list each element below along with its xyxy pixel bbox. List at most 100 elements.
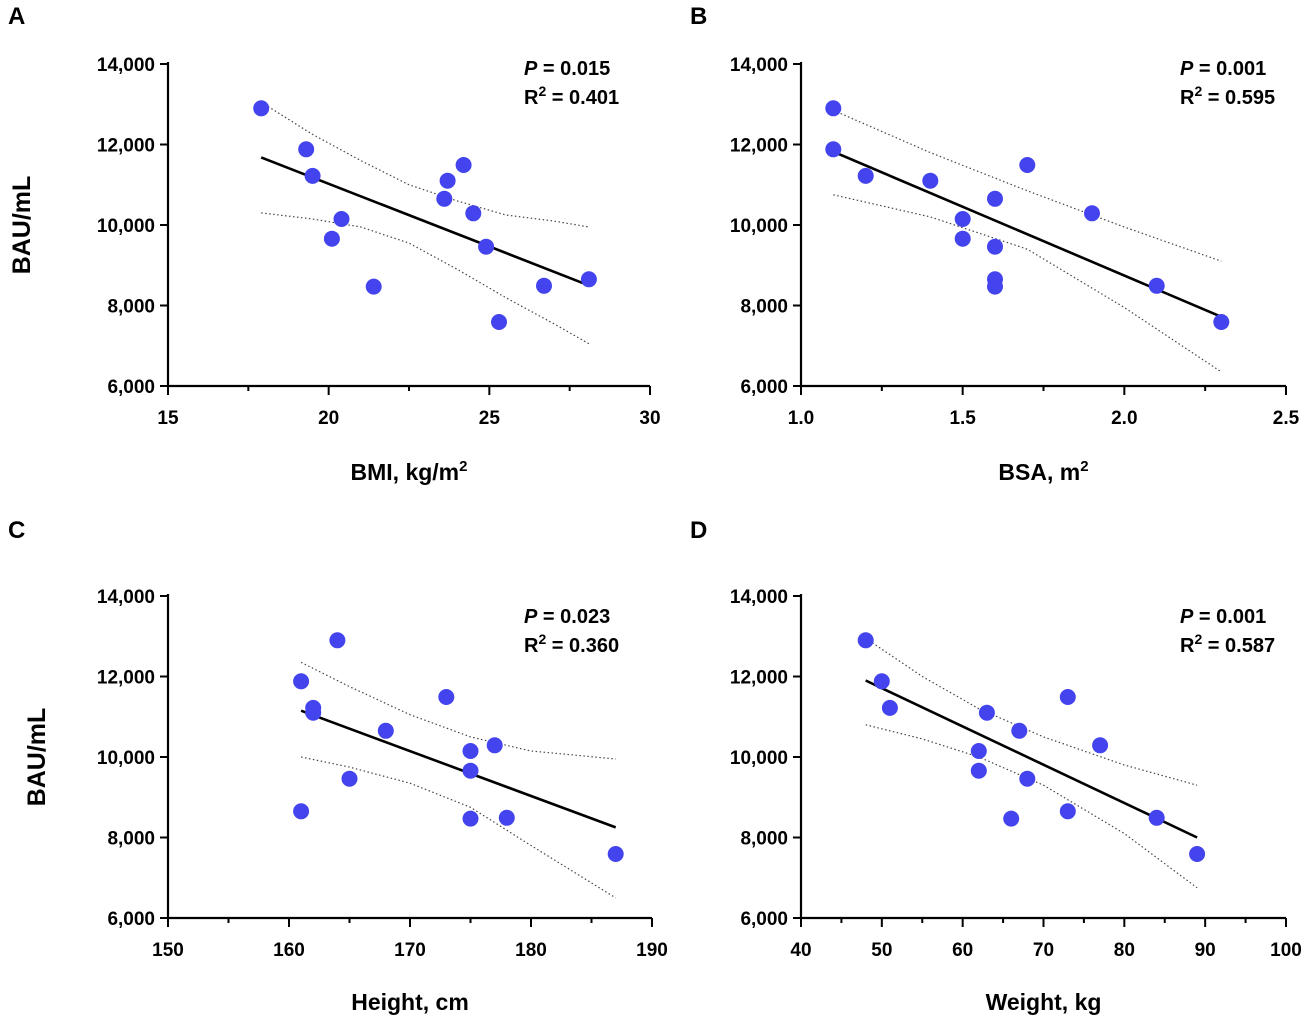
data-point [1059, 689, 1076, 705]
ci-lower-line [300, 756, 617, 899]
data-point [987, 190, 1003, 207]
ci-upper-line [260, 101, 590, 228]
data-point [298, 141, 315, 158]
y-tick-label: 8,000 [740, 297, 788, 318]
panel-d: D 6,000 8,000 10,000 12,000 14,000 40 50 60 70 80 9… [690, 517, 1302, 1015]
r2-value: = 0.595 [1202, 87, 1275, 109]
r2-label: R2 = 0.595 [1180, 83, 1275, 109]
data-point [341, 770, 358, 787]
data-point [462, 810, 479, 827]
data-point [462, 762, 479, 779]
data-point [1148, 809, 1165, 826]
data-point [1019, 157, 1036, 173]
data-point [954, 230, 971, 247]
data-point [987, 238, 1003, 255]
data-point [498, 809, 515, 826]
data-point [333, 211, 350, 227]
data-point [323, 230, 340, 247]
p-value: = 0.001 [1193, 606, 1266, 628]
data-point [580, 271, 597, 288]
panel-b: B 6,000 8,000 10,000 12,000 14,000 1.0 1.5 2.0 2.… [690, 3, 1300, 485]
p-value: = 0.001 [1193, 58, 1266, 80]
data-point [1011, 722, 1028, 739]
r2-value: = 0.401 [546, 87, 619, 109]
data-point [329, 632, 346, 649]
y-tick-label: 8,000 [740, 829, 788, 850]
x-tick-label: 15 [157, 408, 179, 429]
data-point [607, 846, 624, 862]
x-tick-label: 2.5 [1273, 408, 1300, 429]
x-tick-label: 100 [1270, 940, 1302, 961]
data-point [478, 238, 495, 255]
data-point [922, 172, 939, 189]
y-tick-label: 10,000 [97, 216, 155, 237]
data-point [293, 673, 310, 690]
ci-lower-line [261, 212, 590, 345]
y-tick-label: 10,000 [97, 748, 155, 769]
x-axis-title: Weight, kg [986, 989, 1102, 1015]
r-symbol: R [524, 635, 539, 657]
r2-value: = 0.587 [1202, 635, 1275, 657]
data-point [954, 211, 971, 227]
r-superscript: 2 [538, 83, 546, 99]
x-tick-label: 180 [515, 940, 547, 961]
y-tick-label: 8,000 [107, 829, 155, 850]
y-tick-label: 6,000 [107, 909, 155, 930]
r2-label: R2 = 0.360 [524, 631, 619, 657]
r-superscript: 2 [538, 631, 546, 647]
regression-line [865, 679, 1198, 839]
y-tick-label: 14,000 [730, 587, 788, 608]
x-axis-title: BMI, kg/m2 [351, 458, 468, 485]
y-tick-label: 12,000 [97, 668, 155, 689]
x-tick-label: 20 [318, 408, 339, 429]
p-value-label: P = 0.023 [524, 606, 610, 628]
x-tick-label: 70 [1033, 940, 1054, 961]
x-tick-label: 50 [871, 940, 892, 961]
panel-a: A 6,000 8,000 10,000 12,000 14,000 15 20 25 30 BMI… [8, 3, 661, 485]
data-point [436, 190, 453, 207]
panel-letter: A [8, 3, 25, 30]
x-tick-label: 30 [639, 408, 660, 429]
data-point [455, 157, 472, 173]
x-tick-label: 150 [152, 940, 184, 961]
x-tick-label: 90 [1195, 940, 1216, 961]
p-symbol: P [1180, 606, 1194, 628]
data-point [1092, 737, 1109, 754]
panel-letter: D [690, 517, 707, 544]
data-point [1019, 770, 1036, 787]
y-tick-label: 6,000 [740, 377, 788, 398]
ci-lower-line [865, 724, 1198, 889]
y-tick-label: 12,000 [97, 136, 155, 157]
y-tick-label: 8,000 [107, 297, 155, 318]
y-axis-title: BAU/mL [23, 708, 51, 807]
regression-line [300, 709, 617, 829]
x-tick-label: 2.0 [1111, 408, 1137, 429]
p-symbol: P [524, 606, 538, 628]
regression-line [832, 150, 1222, 318]
r-superscript: 2 [1194, 631, 1202, 647]
data-point [305, 704, 322, 721]
data-point [873, 673, 890, 690]
x-axis-title-superscript: 2 [1080, 458, 1088, 475]
p-value-label: P = 0.001 [1180, 58, 1266, 80]
x-tick-label: 40 [790, 940, 811, 961]
r-symbol: R [524, 87, 539, 109]
data-point [857, 167, 874, 184]
x-tick-label: 60 [952, 940, 973, 961]
data-point [1189, 846, 1206, 862]
data-point [304, 167, 321, 184]
data-point [536, 277, 552, 294]
y-tick-label: 12,000 [730, 136, 788, 157]
r-superscript: 2 [1194, 83, 1202, 99]
p-value-label: P = 0.001 [1180, 606, 1266, 628]
data-point [978, 704, 995, 721]
data-point [462, 743, 479, 759]
data-point [970, 743, 987, 759]
ci-upper-line [300, 661, 616, 760]
p-symbol: P [524, 58, 538, 80]
y-tick-label: 6,000 [740, 909, 788, 930]
data-point [438, 689, 455, 705]
x-tick-label: 1.5 [949, 408, 976, 429]
data-point [987, 278, 1003, 295]
y-tick-label: 10,000 [730, 216, 788, 237]
